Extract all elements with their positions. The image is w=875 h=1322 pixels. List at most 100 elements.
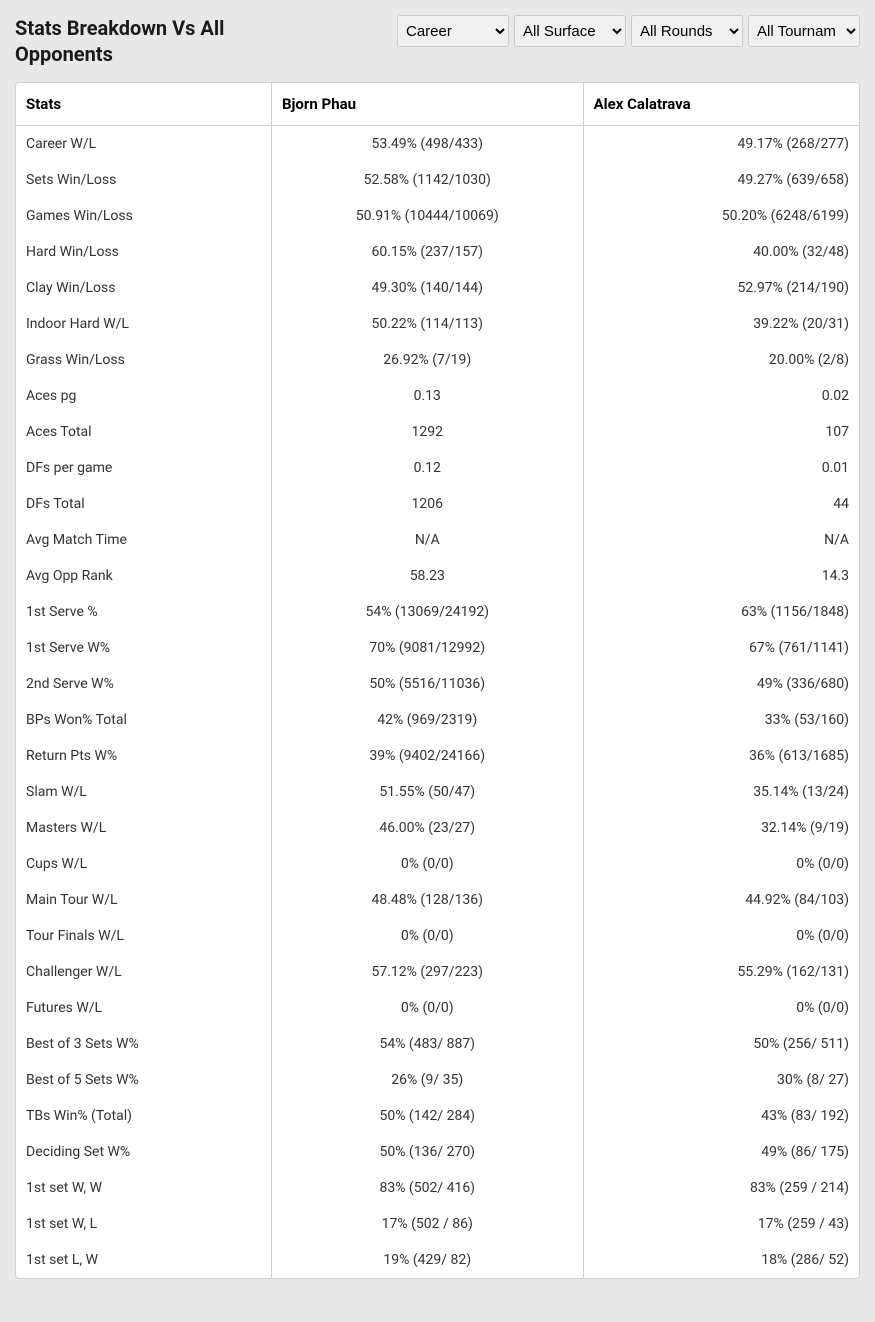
player2-value: 43% (83/ 192) (583, 1098, 859, 1134)
table-row: TBs Win% (Total)50% (142/ 284)43% (83/ 1… (16, 1098, 859, 1134)
table-row: Aces Total1292107 (16, 414, 859, 450)
player2-value: 50.20% (6248/6199) (583, 198, 859, 234)
player2-value: 107 (583, 414, 859, 450)
player1-value: 19% (429/ 82) (271, 1242, 583, 1278)
table-row: Tour Finals W/L0% (0/0)0% (0/0) (16, 918, 859, 954)
player2-value: 39.22% (20/31) (583, 306, 859, 342)
player1-value: 0% (0/0) (271, 846, 583, 882)
player1-value: 49.30% (140/144) (271, 270, 583, 306)
stat-label: Games Win/Loss (16, 198, 271, 234)
player1-value: 53.49% (498/433) (271, 126, 583, 163)
player2-value: 52.97% (214/190) (583, 270, 859, 306)
table-row: Cups W/L0% (0/0)0% (0/0) (16, 846, 859, 882)
player2-value: 18% (286/ 52) (583, 1242, 859, 1278)
stat-label: Sets Win/Loss (16, 162, 271, 198)
stat-label: 1st set W, W (16, 1170, 271, 1206)
stat-label: DFs per game (16, 450, 271, 486)
table-row: DFs Total120644 (16, 486, 859, 522)
player2-value: 0% (0/0) (583, 990, 859, 1026)
table-row: Deciding Set W%50% (136/ 270)49% (86/ 17… (16, 1134, 859, 1170)
tournament-filter[interactable]: All Tournam (748, 15, 860, 47)
player1-value: 50% (5516/11036) (271, 666, 583, 702)
player2-value: 35.14% (13/24) (583, 774, 859, 810)
player1-value: 83% (502/ 416) (271, 1170, 583, 1206)
player1-value: 0% (0/0) (271, 918, 583, 954)
table-row: Avg Match TimeN/AN/A (16, 522, 859, 558)
stat-label: Clay Win/Loss (16, 270, 271, 306)
table-row: 1st Serve %54% (13069/24192)63% (1156/18… (16, 594, 859, 630)
table-row: Games Win/Loss50.91% (10444/10069)50.20%… (16, 198, 859, 234)
player1-value: 17% (502 / 86) (271, 1206, 583, 1242)
player2-value: 49% (86/ 175) (583, 1134, 859, 1170)
player1-value: 0% (0/0) (271, 990, 583, 1026)
table-row: Best of 5 Sets W%26% (9/ 35)30% (8/ 27) (16, 1062, 859, 1098)
stat-label: Masters W/L (16, 810, 271, 846)
stat-label: Avg Match Time (16, 522, 271, 558)
player2-value: 0% (0/0) (583, 846, 859, 882)
stats-table: Stats Bjorn Phau Alex Calatrava Career W… (16, 83, 859, 1278)
table-row: Challenger W/L57.12% (297/223)55.29% (16… (16, 954, 859, 990)
player2-value: 0% (0/0) (583, 918, 859, 954)
surface-filter[interactable]: All Surface (514, 15, 626, 47)
player2-value: 36% (613/1685) (583, 738, 859, 774)
player2-value: N/A (583, 522, 859, 558)
table-row: Avg Opp Rank58.2314.3 (16, 558, 859, 594)
stat-label: BPs Won% Total (16, 702, 271, 738)
stat-label: Return Pts W% (16, 738, 271, 774)
col-header-player1: Bjorn Phau (271, 83, 583, 126)
player2-value: 44.92% (84/103) (583, 882, 859, 918)
player2-value: 30% (8/ 27) (583, 1062, 859, 1098)
player1-value: 39% (9402/24166) (271, 738, 583, 774)
rounds-filter[interactable]: All Rounds (631, 15, 743, 47)
player2-value: 49% (336/680) (583, 666, 859, 702)
player1-value: 57.12% (297/223) (271, 954, 583, 990)
player1-value: 51.55% (50/47) (271, 774, 583, 810)
player1-value: 26.92% (7/19) (271, 342, 583, 378)
player2-value: 17% (259 / 43) (583, 1206, 859, 1242)
stat-label: Main Tour W/L (16, 882, 271, 918)
player1-value: 54% (483/ 887) (271, 1026, 583, 1062)
table-row: BPs Won% Total42% (969/2319)33% (53/160) (16, 702, 859, 738)
table-row: 2nd Serve W%50% (5516/11036)49% (336/680… (16, 666, 859, 702)
stat-label: 1st set W, L (16, 1206, 271, 1242)
table-row: DFs per game0.120.01 (16, 450, 859, 486)
player2-value: 50% (256/ 511) (583, 1026, 859, 1062)
table-row: Futures W/L0% (0/0)0% (0/0) (16, 990, 859, 1026)
stat-label: Futures W/L (16, 990, 271, 1026)
career-filter[interactable]: Career (397, 15, 509, 47)
player2-value: 0.02 (583, 378, 859, 414)
player2-value: 33% (53/160) (583, 702, 859, 738)
player1-value: 48.48% (128/136) (271, 882, 583, 918)
player1-value: N/A (271, 522, 583, 558)
player1-value: 58.23 (271, 558, 583, 594)
table-row: Career W/L53.49% (498/433)49.17% (268/27… (16, 126, 859, 163)
player2-value: 32.14% (9/19) (583, 810, 859, 846)
stat-label: Grass Win/Loss (16, 342, 271, 378)
player2-value: 0.01 (583, 450, 859, 486)
stat-label: 2nd Serve W% (16, 666, 271, 702)
player1-value: 60.15% (237/157) (271, 234, 583, 270)
stat-label: Aces Total (16, 414, 271, 450)
table-row: Grass Win/Loss26.92% (7/19)20.00% (2/8) (16, 342, 859, 378)
player2-value: 67% (761/1141) (583, 630, 859, 666)
table-row: Clay Win/Loss49.30% (140/144)52.97% (214… (16, 270, 859, 306)
player1-value: 1292 (271, 414, 583, 450)
player2-value: 49.27% (639/658) (583, 162, 859, 198)
stat-label: Tour Finals W/L (16, 918, 271, 954)
stat-label: Challenger W/L (16, 954, 271, 990)
filter-bar: Career All Surface All Rounds All Tourna… (397, 15, 860, 47)
stat-label: Cups W/L (16, 846, 271, 882)
player1-value: 0.13 (271, 378, 583, 414)
stats-table-container: Stats Bjorn Phau Alex Calatrava Career W… (15, 82, 860, 1279)
stat-label: 1st Serve % (16, 594, 271, 630)
player2-value: 44 (583, 486, 859, 522)
player2-value: 20.00% (2/8) (583, 342, 859, 378)
stat-label: 1st Serve W% (16, 630, 271, 666)
table-row: 1st Serve W%70% (9081/12992)67% (761/114… (16, 630, 859, 666)
table-row: Main Tour W/L48.48% (128/136)44.92% (84/… (16, 882, 859, 918)
player1-value: 50% (136/ 270) (271, 1134, 583, 1170)
player1-value: 46.00% (23/27) (271, 810, 583, 846)
stat-label: DFs Total (16, 486, 271, 522)
table-row: Return Pts W%39% (9402/24166)36% (613/16… (16, 738, 859, 774)
player1-value: 1206 (271, 486, 583, 522)
